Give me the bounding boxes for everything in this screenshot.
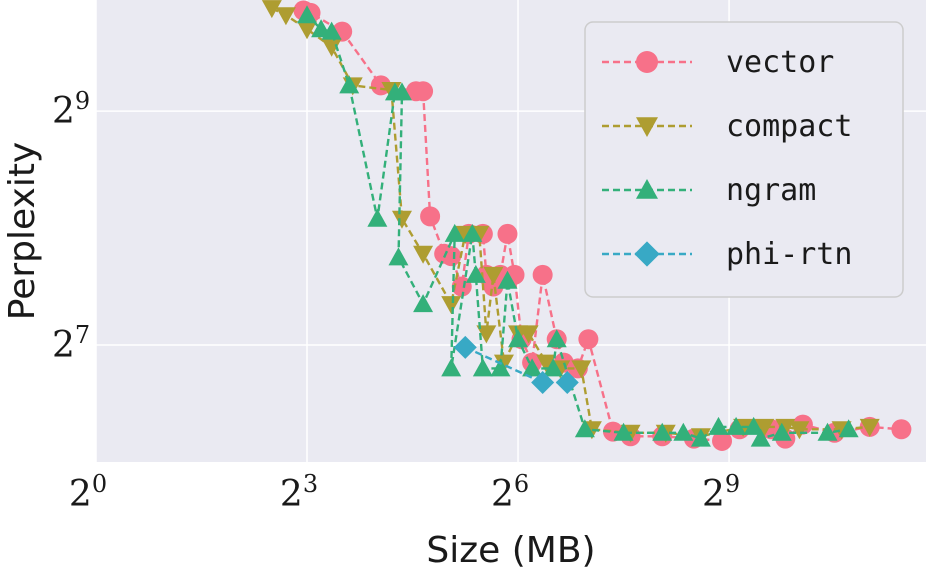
ngram-point — [367, 208, 388, 227]
ngram-point — [613, 422, 634, 441]
compact-point — [441, 296, 462, 315]
compact-point — [536, 354, 557, 373]
compact-point — [754, 418, 775, 437]
compact-point — [571, 360, 592, 379]
ngram-point — [465, 264, 486, 283]
legend-entry-compact: compact — [602, 109, 852, 144]
ngram-point — [673, 422, 694, 441]
compact-point — [297, 21, 318, 40]
ngram-point — [321, 21, 342, 40]
series-phi-rtn — [453, 335, 579, 394]
compact-point — [775, 418, 796, 437]
vector-point — [413, 81, 434, 102]
legend-entry-ngram: ngram — [602, 173, 816, 208]
ngram-point — [771, 422, 792, 441]
vector-point — [420, 206, 441, 227]
ticks: 20 23 26 29 27 29 — [52, 87, 740, 515]
legend-label: ngram — [726, 173, 816, 208]
ngram-point — [413, 294, 434, 313]
compact-point — [518, 325, 539, 344]
ngram-point — [391, 82, 412, 101]
compact-point — [789, 421, 810, 440]
compact-point — [476, 325, 497, 344]
compact-point — [483, 266, 504, 285]
vector-point — [532, 264, 553, 285]
x-tick-label: 20 — [69, 470, 107, 515]
compact-point — [321, 38, 342, 57]
ngram-point — [497, 270, 518, 289]
ngram-point — [546, 329, 567, 348]
series-layer — [261, 0, 912, 451]
legend-entry-phi-rtn: phi-rtn — [602, 237, 852, 272]
legend-box — [584, 21, 904, 298]
x-tick-label: 26 — [491, 470, 529, 515]
ngram-point — [388, 247, 409, 266]
vector-point — [578, 329, 599, 350]
compact-point — [261, 0, 282, 19]
y-axis-label: Perplexity — [2, 142, 43, 320]
vector-point — [891, 419, 912, 440]
phi-rtn-point — [555, 370, 579, 394]
y-tick-label: 29 — [52, 87, 90, 132]
ngram-point — [339, 75, 360, 94]
ngram-point — [441, 358, 462, 377]
legend-marker — [634, 241, 660, 267]
compact-point — [275, 7, 296, 26]
compact-point — [413, 245, 434, 264]
ngram-point — [838, 419, 859, 438]
legend-marker — [636, 179, 658, 199]
vector-point — [712, 430, 733, 451]
ngram-point — [490, 358, 511, 377]
ngram-point — [297, 5, 318, 24]
ngram-point — [726, 416, 747, 435]
ngram-point — [522, 358, 543, 377]
compact-point — [859, 418, 880, 437]
ngram-point — [817, 422, 838, 441]
legend-entry-vector: vector — [602, 45, 834, 80]
legend: vector compact ngram phi-rtn — [584, 21, 904, 298]
legend-label: phi-rtn — [726, 237, 852, 272]
ngram-point — [743, 416, 764, 435]
y-tick-label: 27 — [52, 321, 90, 366]
compact-point — [493, 354, 514, 373]
ngram-point — [750, 428, 771, 447]
x-tick-label: 29 — [702, 470, 740, 515]
phi-rtn-point — [531, 370, 555, 394]
ngram-point — [574, 419, 595, 438]
legend-marker — [636, 51, 658, 73]
legend-marker — [636, 117, 658, 137]
phi-rtn-point — [453, 335, 477, 359]
ngram-point — [472, 358, 493, 377]
compact-point — [391, 210, 412, 229]
ngram-point — [690, 428, 711, 447]
x-tick-label: 23 — [280, 470, 318, 515]
ngram-point — [652, 422, 673, 441]
ngram-point — [462, 223, 483, 242]
ngram-point — [543, 358, 564, 377]
vector-point — [497, 223, 518, 244]
ngram-point — [508, 329, 529, 348]
x-axis-label: Size (MB) — [426, 530, 595, 571]
ngram-point — [444, 223, 465, 242]
ngram-point — [708, 416, 729, 435]
series-ngram — [297, 5, 859, 447]
legend-label: vector — [726, 45, 834, 80]
legend-label: compact — [726, 109, 852, 144]
